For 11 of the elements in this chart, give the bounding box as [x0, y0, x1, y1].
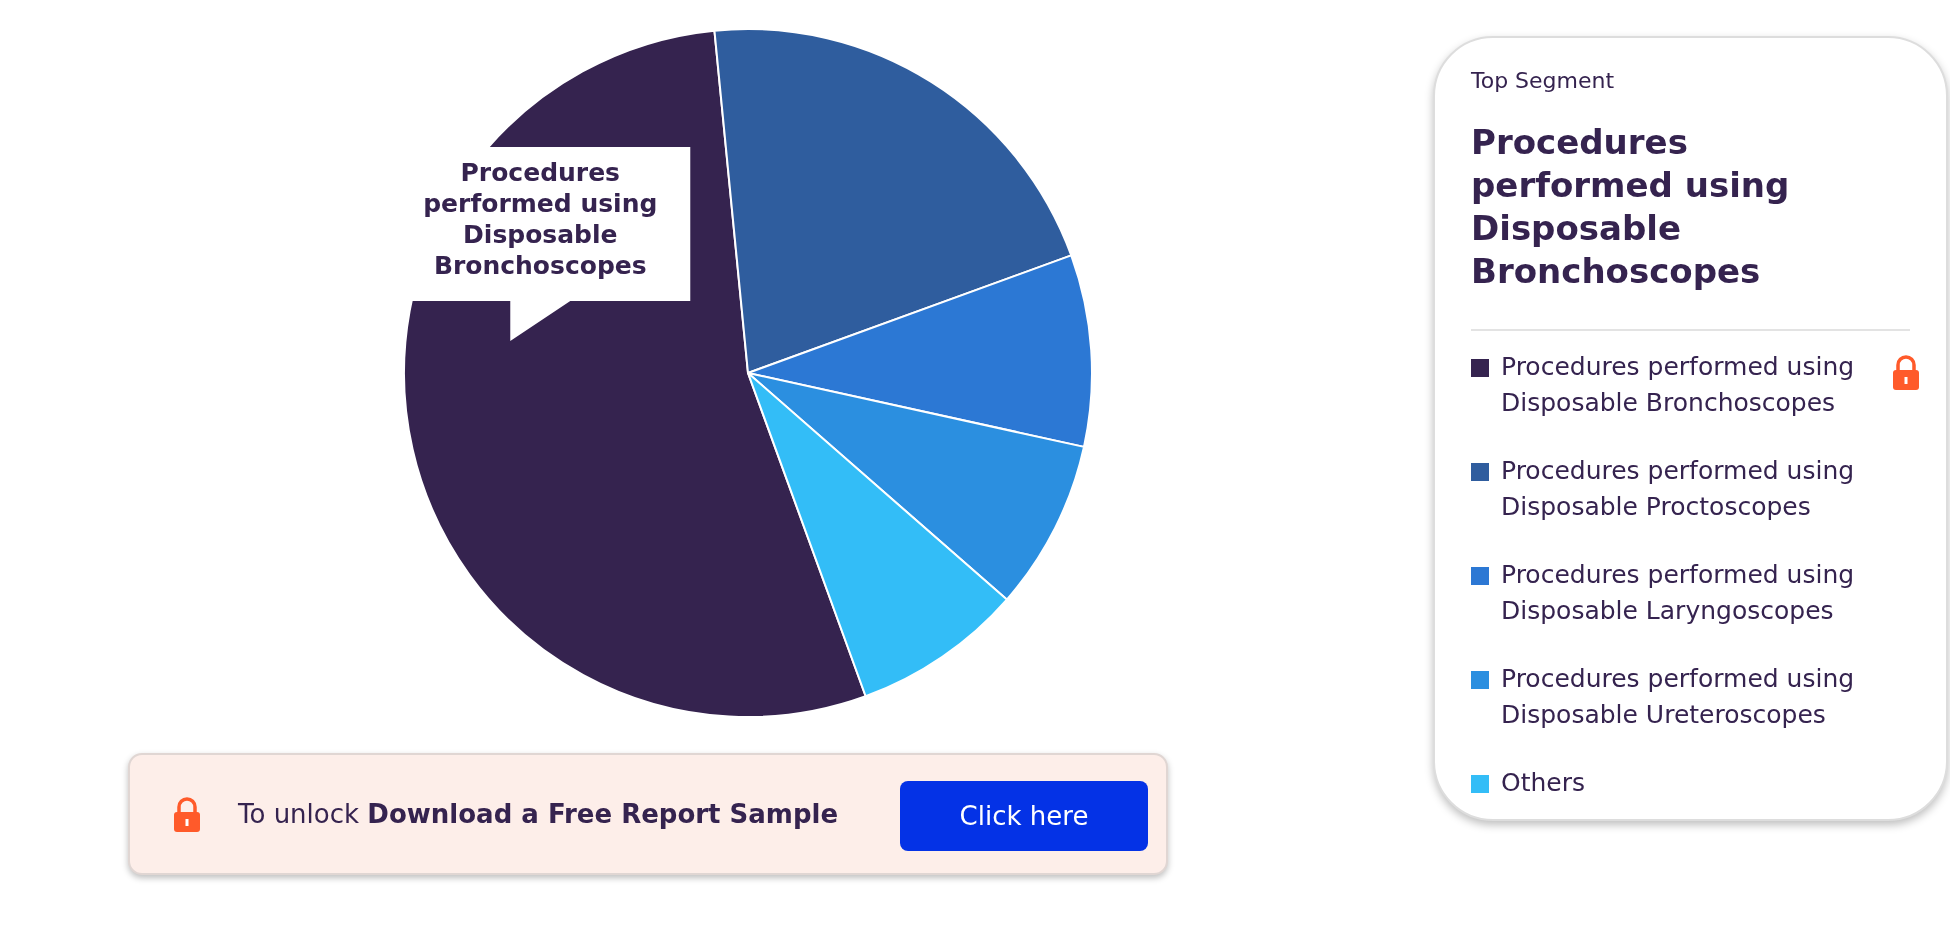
text: Download a Free Report Sample [367, 799, 839, 829]
legend-label: Procedures performed using Disposable Ureteroscopes [1501, 664, 1855, 729]
text: Top Segment [1471, 68, 1616, 93]
legend-label: Procedures performed using Disposable Laryngoscopes [1501, 560, 1855, 625]
legend-label: Procedures performed using Disposable Proctoscopes [1501, 456, 1855, 521]
text: Procedures performed using Disposable Bronchoscopes [1471, 121, 1791, 293]
legend-label: Others [1501, 768, 1586, 797]
legend-label: Procedures performed using Disposable Bronchoscopes [1501, 352, 1855, 417]
text: Procedures performed using Disposable Bronchoscopes [423, 158, 658, 281]
text: To unlock [238, 799, 360, 829]
text: Click here [900, 781, 1148, 851]
